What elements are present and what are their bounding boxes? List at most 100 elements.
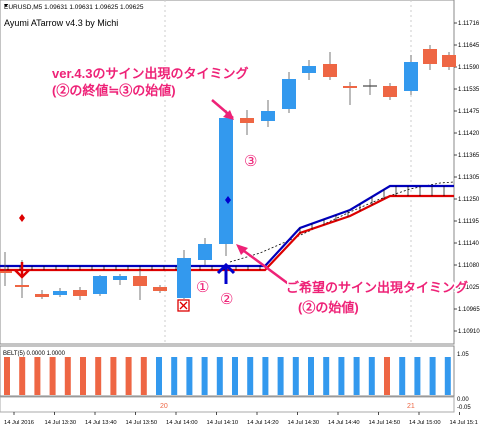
belt-bar: [140, 357, 147, 395]
belt-bar: [277, 357, 284, 395]
price-label: 1.11590: [458, 65, 480, 71]
belt-bar: [247, 357, 254, 395]
belt-bar: [353, 357, 360, 395]
collapse-icon[interactable]: [4, 4, 8, 7]
trail-line-blue: [0, 184, 454, 268]
belt-bar: [125, 357, 132, 395]
belt-bar: [110, 357, 117, 395]
time-label: 14 Jul 15:1: [450, 420, 478, 426]
candle-body: [219, 118, 233, 244]
price-label: 1.10965: [458, 307, 480, 313]
belt-bar: [156, 357, 162, 395]
belt-histogram: [4, 357, 451, 395]
period-separator-strip: [0, 396, 455, 413]
indicator-subwindow[interactable]: [0, 345, 455, 397]
belt-bar: [19, 357, 26, 395]
time-label: 14 Jul 15:00: [409, 420, 441, 426]
belt-bar: [64, 357, 71, 395]
candle-body: [442, 55, 456, 67]
candle-body: [177, 258, 191, 298]
trail-ticks: [7, 186, 445, 270]
time-label: 14 Jul 14:30: [288, 420, 320, 426]
buy-arrow-icon: [216, 262, 236, 284]
price-label: 1.11645: [458, 43, 480, 49]
candle-body: [423, 49, 437, 64]
candle-body: [282, 79, 296, 109]
exit-marker-icon: [177, 299, 190, 312]
candle-body: [404, 62, 418, 91]
annotation-bottom-line2: (②の始値): [298, 300, 359, 315]
candle-body: [343, 86, 357, 88]
belt-bar: [201, 357, 208, 395]
belt-bar: [429, 357, 436, 395]
price-label: 1.11475: [458, 109, 480, 115]
candle-body: [53, 291, 67, 295]
time-label: 14 Jul 14:20: [247, 420, 279, 426]
belt-bar: [292, 357, 299, 395]
subwindow-scale-low: -0.05: [457, 405, 471, 411]
belt-bar: [4, 357, 10, 395]
price-axis: 1.11716 1.11645 1.11590 1.11535 1.11475 1.114…: [454, 21, 480, 335]
price-label: 1.11195: [458, 219, 479, 225]
time-label: 14 Jul 13:30: [45, 420, 77, 426]
candle-body: [93, 276, 107, 294]
candle-body: [302, 66, 316, 73]
annotation-bottom-line1: ご希望のサイン出現タイミング: [286, 280, 468, 295]
candle-body: [323, 64, 337, 77]
belt-bar: [338, 357, 345, 395]
belt-bar: [186, 357, 193, 395]
belt-bar: [171, 357, 178, 395]
time-label: 14 Jul 13:50: [126, 420, 158, 426]
belt-bar: [95, 357, 102, 395]
price-label: 1.11250: [458, 197, 480, 203]
period-marker-21: 21: [407, 403, 415, 410]
candle-body: [15, 285, 29, 287]
belt-bar: [216, 357, 223, 395]
subwindow-scale-high: 1.05: [457, 352, 469, 358]
time-label: 14 Jul 14:50: [369, 420, 401, 426]
sell-arrow-icon: [14, 262, 30, 279]
annotation-top-line2: (②の終値≒③の始値): [52, 83, 176, 98]
time-label: 14 Jul 14:40: [328, 420, 360, 426]
belt-bar: [323, 357, 330, 395]
candle-body: [261, 111, 275, 121]
belt-bar: [34, 357, 41, 395]
annotation-top-line1: ver.4.3のサイン出現のタイミング: [52, 66, 249, 81]
candle-body: [133, 276, 147, 286]
belt-bar: [444, 357, 451, 395]
candle-body: [383, 86, 397, 97]
candle-body: [73, 290, 87, 296]
candle-body: [240, 118, 254, 123]
candle-body: [113, 276, 127, 280]
subwindow-label: BELT(5) 0.0000 1.0000: [3, 351, 66, 357]
price-label: 1.10910: [458, 329, 480, 335]
belt-bar: [262, 357, 269, 395]
price-label: 1.11535: [458, 87, 480, 93]
belt-bar: [49, 357, 56, 395]
belt-bar: [384, 357, 390, 395]
symbol-line: EURUSD,M5 1.09631 1.09631 1.09625 1.0962…: [4, 4, 144, 11]
period-marker-20: 20: [160, 403, 168, 410]
candle-body: [0, 271, 12, 273]
belt-bar: [399, 357, 406, 395]
candle-marker-2: ②: [220, 291, 233, 308]
annotation-arrowhead-icon: [236, 244, 248, 255]
candle-marker-1: ①: [196, 279, 209, 296]
belt-bar: [80, 357, 86, 395]
belt-bar: [308, 357, 314, 395]
time-label: 14 Jul 14:10: [207, 420, 239, 426]
belt-bar: [232, 357, 238, 395]
diamond-marker-icon: [225, 196, 231, 204]
time-axis: 14 Jul 2016 14 Jul 13:30 14 Jul 13:40 14 Ju…: [4, 412, 478, 426]
price-label: 1.11080: [458, 263, 480, 269]
diamond-marker-icon: [19, 214, 25, 222]
price-label: 1.11420: [458, 131, 480, 137]
price-label: 1.11025: [458, 285, 480, 291]
time-label: 14 Jul 13:40: [85, 420, 117, 426]
belt-bar: [368, 357, 375, 395]
time-label: 14 Jul 14:00: [166, 420, 198, 426]
belt-bar: [414, 357, 421, 395]
candle-marker-3: ③: [244, 153, 257, 170]
indicator-name: Ayumi ATarrow v4.3 by Michi: [4, 18, 118, 28]
